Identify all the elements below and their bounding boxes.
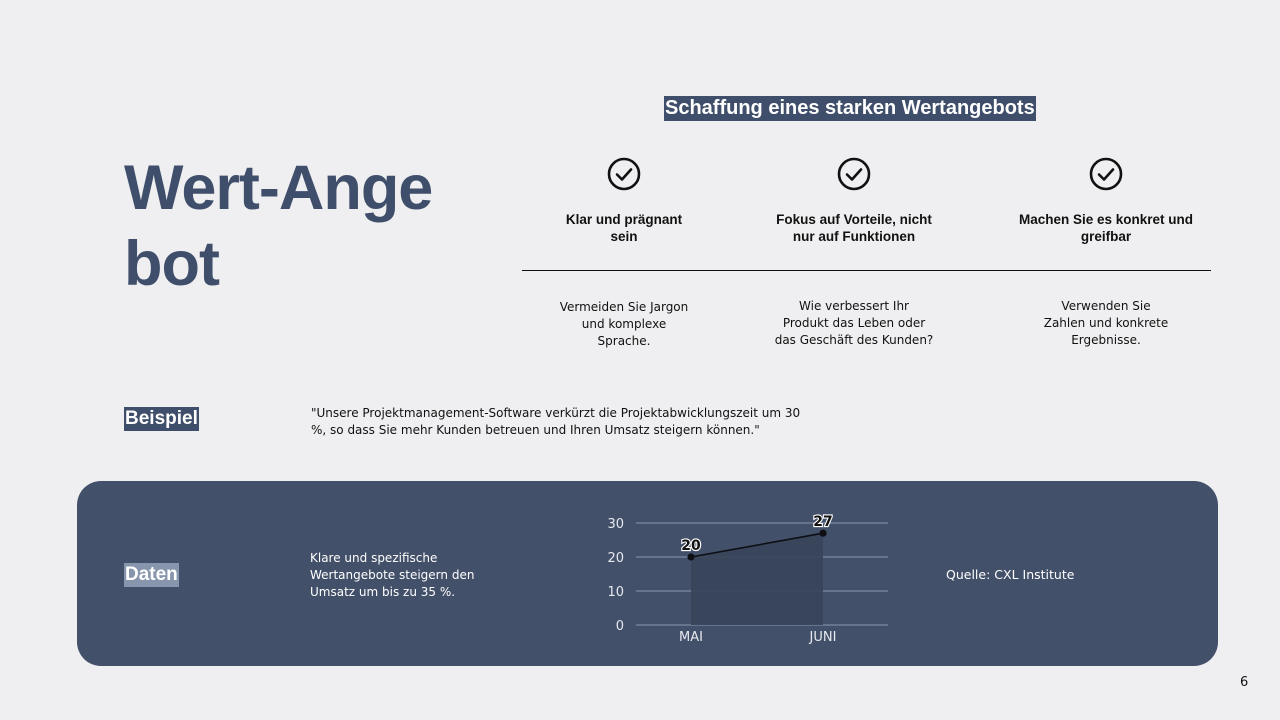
data-statement-line: Klare und spezifische (310, 551, 438, 565)
chart-y-axis: 30 20 10 0 (607, 517, 624, 634)
page-number: 6 (1240, 675, 1249, 690)
slide-title-line-1: Wert-Ange (124, 153, 433, 223)
principle-column-3: Machen Sie es konkret und greifbar (996, 157, 1216, 245)
principles-heading: Schaffung eines starken Wertangebots (664, 96, 1036, 121)
principle-title: Machen Sie es konkret und greifbar (996, 211, 1216, 245)
chart-point-juni (819, 529, 827, 537)
principle-title-line: Machen Sie es konkret und (1018, 212, 1194, 227)
principle-column-2: Fokus auf Vorteile, nicht nur auf Funkti… (744, 157, 964, 245)
check-circle-icon (607, 157, 641, 191)
x-tick: JUNI (809, 630, 837, 645)
source-citation: Quelle: CXL Institute (946, 567, 1075, 582)
slide-title: Wert-Ange bot (124, 150, 484, 302)
data-label-juni: 27 (813, 514, 832, 530)
y-tick: 10 (607, 585, 624, 600)
data-label-mai: 20 (681, 538, 701, 554)
principle-title-line: greifbar (1080, 229, 1132, 244)
example-quote: "Unsere Projektmanagement-Software verkü… (311, 405, 801, 439)
principle-body-3: Verwenden Sie Zahlen und konkrete Ergebn… (996, 298, 1216, 349)
chart-data-labels: 20 27 (680, 513, 834, 555)
principle-body-line: Vermeiden Sie Jargon (559, 300, 689, 314)
chart-line (690, 532, 824, 558)
principle-column-1: Klar und prägnant sein (514, 157, 734, 245)
principle-body-line: Sprache. (597, 334, 651, 348)
principle-body-line: Verwenden Sie (1061, 299, 1151, 313)
data-statement: Klare und spezifische Wertangebote steig… (310, 550, 500, 601)
chart-x-axis: MAI JUNI (679, 630, 836, 645)
chart-point-mai (687, 553, 695, 561)
data-label: Daten (124, 563, 179, 587)
principle-body-line: Ergebnisse. (1071, 333, 1141, 347)
principle-body-line: das Geschäft des Kunden? (774, 333, 934, 347)
y-tick: 20 (607, 551, 624, 566)
chart-area-fill (691, 533, 823, 625)
horizontal-divider (522, 270, 1211, 271)
principle-title: Klar und prägnant sein (514, 211, 734, 245)
example-quote-line: "Unsere Projektmanagement-Software verkü… (311, 406, 801, 420)
example-quote-line: %, so dass Sie mehr Kunden betreuen und … (311, 423, 760, 437)
principle-title-line: nur auf Funktionen (792, 229, 916, 244)
data-panel (77, 481, 1218, 666)
principle-body-2: Wie verbessert Ihr Produkt das Leben ode… (744, 298, 964, 349)
principle-body-line: Zahlen und konkrete (1043, 316, 1169, 330)
line-chart: 30 20 10 0 20 27 MAI JUNI (607, 513, 888, 645)
principle-title-line: Fokus auf Vorteile, nicht (776, 212, 932, 227)
y-tick: 30 (607, 517, 624, 532)
principle-body-line: Produkt das Leben oder (782, 316, 926, 330)
data-statement-line: Umsatz um bis zu 35 %. (310, 585, 456, 599)
y-tick: 0 (616, 619, 624, 634)
principle-body-line: und komplexe (581, 317, 667, 331)
principle-body-1: Vermeiden Sie Jargon und komplexe Sprach… (514, 299, 734, 350)
principle-title-line: sein (610, 229, 638, 244)
slide-title-line-2: bot (124, 229, 220, 299)
principle-title: Fokus auf Vorteile, nicht nur auf Funkti… (744, 211, 964, 245)
check-circle-icon (1089, 157, 1123, 191)
x-tick: MAI (679, 630, 703, 645)
example-label: Beispiel (124, 407, 199, 431)
principle-body-line: Wie verbessert Ihr (799, 299, 909, 313)
principle-title-line: Klar und prägnant (565, 212, 683, 227)
check-circle-icon (837, 157, 871, 191)
data-statement-line: Wertangebote steigern den (310, 568, 475, 582)
